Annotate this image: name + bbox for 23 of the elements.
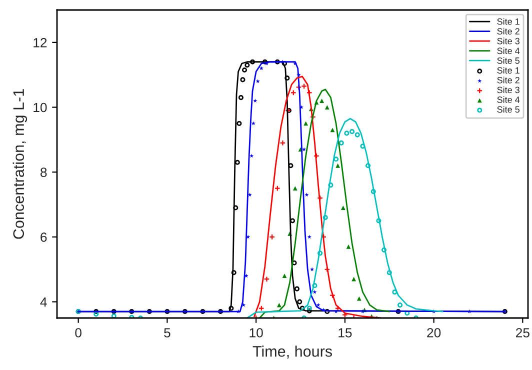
legend-label: Site 3 — [497, 38, 520, 44]
legend-label: Site 4 — [497, 96, 520, 103]
legend-label: Site 5 — [497, 106, 520, 113]
x-tick-label: 15 — [338, 328, 352, 338]
x-tick-label: 20 — [427, 328, 441, 338]
x-tick-label: 25 — [516, 328, 530, 338]
legend-label: Site 4 — [497, 47, 520, 54]
legend-label: Site 1 — [497, 66, 520, 74]
y-tick-label: 10 — [34, 102, 47, 112]
y-tick-label: 6 — [40, 232, 47, 242]
x-axis-title: Time, hours — [252, 346, 332, 359]
legend-label: Site 2 — [497, 28, 520, 35]
y-tick-label: 8 — [40, 168, 47, 178]
legend-label: Site 3 — [497, 86, 520, 94]
legend-label: Site 5 — [497, 57, 520, 64]
y-tick-label: 4 — [40, 297, 47, 307]
legend-label: Site 1 — [497, 18, 520, 25]
x-tick-label: 0 — [75, 328, 82, 338]
y-axis-title: Concentration, mg L-1 — [12, 89, 28, 239]
x-tick-label: 10 — [250, 328, 263, 338]
y-tick-label: 12 — [34, 38, 47, 48]
legend-label: Site 2 — [497, 76, 520, 84]
x-tick-label: 5 — [164, 328, 170, 338]
